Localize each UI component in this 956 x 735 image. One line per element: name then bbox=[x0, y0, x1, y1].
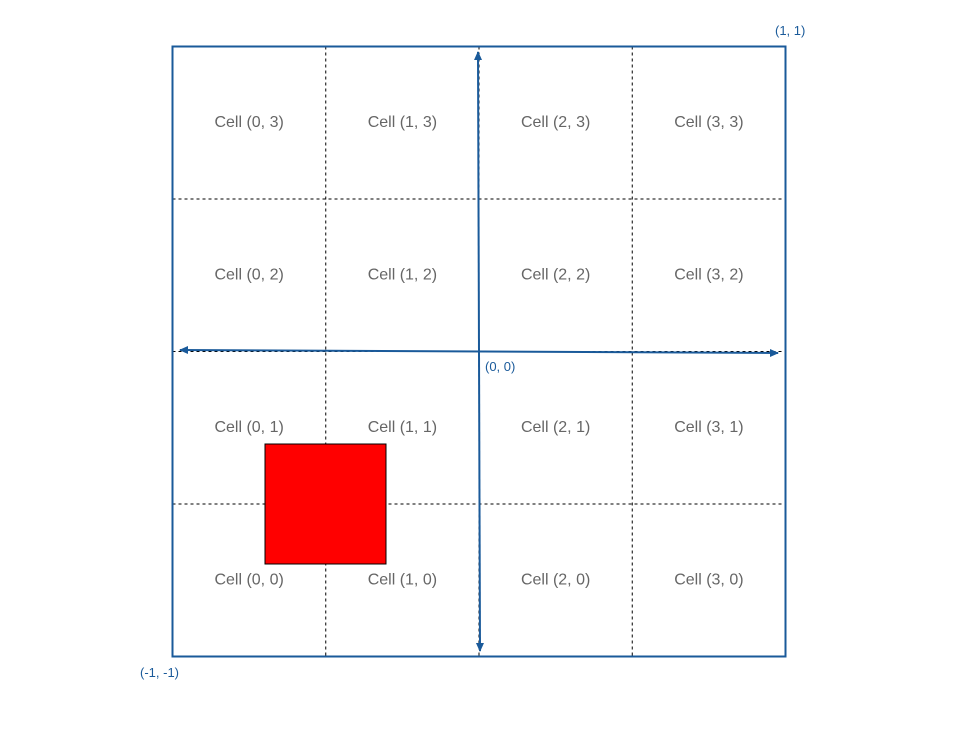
cell-label: Cell (2, 0) bbox=[521, 571, 590, 588]
cell-labels: Cell (0, 3) Cell (1, 3) Cell (2, 3) Cell (3… bbox=[214, 114, 743, 589]
cell-label: Cell (0, 2) bbox=[214, 266, 283, 283]
coord-bottom-left: (-1, -1) bbox=[140, 665, 179, 680]
cell-label: Cell (3, 2) bbox=[674, 266, 743, 283]
cell-label: Cell (1, 2) bbox=[368, 266, 437, 283]
red-square bbox=[264, 443, 387, 565]
cell-label: Cell (0, 3) bbox=[214, 114, 283, 131]
clip-space-frame bbox=[171, 45, 787, 658]
coord-top-right: (1, 1) bbox=[775, 23, 805, 38]
cell-label: Cell (2, 3) bbox=[521, 114, 590, 131]
cell-label: Cell (2, 2) bbox=[521, 266, 590, 283]
cell-label: Cell (3, 3) bbox=[674, 114, 743, 131]
cell-label: Cell (3, 1) bbox=[674, 419, 743, 436]
cell-label: Cell (1, 1) bbox=[368, 419, 437, 436]
cell-label: Cell (0, 0) bbox=[214, 571, 283, 588]
cell-label: Cell (2, 1) bbox=[521, 419, 590, 436]
y-axis-arrow bbox=[474, 51, 484, 652]
cell-label: Cell (1, 0) bbox=[368, 571, 437, 588]
cell-label: Cell (0, 1) bbox=[214, 419, 283, 436]
cell-label: Cell (1, 3) bbox=[368, 114, 437, 131]
cell-label: Cell (3, 0) bbox=[674, 571, 743, 588]
coord-origin: (0, 0) bbox=[485, 359, 515, 374]
